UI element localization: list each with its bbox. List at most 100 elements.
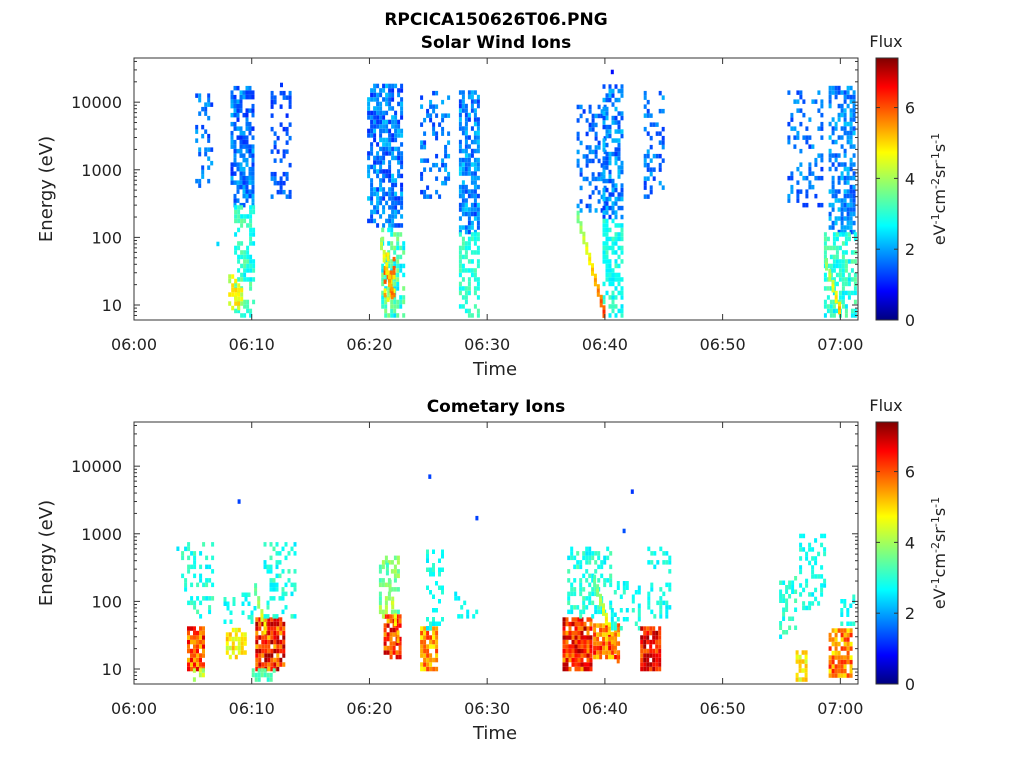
- heatmap-cell: [249, 268, 253, 273]
- heatmap-cell: [233, 180, 237, 185]
- heatmap-cell: [193, 626, 196, 631]
- heatmap-cell: [611, 281, 615, 287]
- heatmap-cell: [388, 119, 392, 125]
- heatmap-cell: [385, 218, 389, 224]
- heatmap-cell: [367, 133, 371, 138]
- heatmap-cell: [251, 668, 255, 673]
- heatmap-cell: [817, 90, 821, 95]
- heatmap-cell: [181, 573, 185, 579]
- heatmap-cell: [429, 626, 432, 631]
- heatmap-cell: [400, 83, 404, 89]
- heatmap-cell: [799, 148, 803, 154]
- heatmap-cell: [435, 653, 439, 658]
- heatmap-cell: [208, 605, 212, 610]
- heatmap-cell: [637, 590, 641, 595]
- x-axis-label: Time: [472, 359, 517, 380]
- heatmap-cell: [596, 654, 600, 660]
- heatmap-cell: [248, 189, 252, 194]
- heatmap-cell: [432, 666, 436, 672]
- heatmap-cell: [249, 254, 253, 260]
- heatmap-cell: [643, 176, 647, 181]
- x-tick-label: 07:00: [817, 335, 863, 354]
- heatmap-cell: [263, 626, 267, 631]
- heatmap-cell: [391, 191, 395, 197]
- heatmap-cell: [273, 617, 277, 622]
- heatmap-cell: [426, 635, 430, 640]
- heatmap-cell: [393, 609, 397, 615]
- heatmap-cell: [853, 299, 857, 305]
- heatmap-cell: [826, 286, 830, 291]
- heatmap-cell: [391, 604, 395, 610]
- heatmap-cell: [796, 90, 800, 95]
- heatmap-cell: [473, 207, 477, 212]
- heatmap-cell: [394, 83, 398, 89]
- heatmap-cell: [580, 617, 584, 622]
- heatmap-cell: [820, 533, 824, 539]
- heatmap-cell: [237, 259, 241, 264]
- heatmap-cell: [593, 582, 597, 588]
- heatmap-cell: [602, 178, 606, 184]
- heatmap-cell: [476, 277, 480, 282]
- heatmap-cell: [429, 621, 432, 626]
- heatmap-cell: [230, 112, 234, 118]
- heatmap-cell: [579, 609, 583, 615]
- heatmap-cell: [400, 164, 404, 170]
- heatmap-cell: [199, 662, 202, 667]
- heatmap-cell: [237, 308, 241, 314]
- heatmap-cell: [389, 632, 393, 637]
- y-tick-label: 10000: [71, 457, 122, 476]
- heatmap-cell: [390, 259, 394, 264]
- heatmap-cell: [370, 133, 374, 138]
- heatmap-cell: [389, 274, 393, 280]
- heatmap-cell: [264, 657, 268, 663]
- heatmap-cell: [454, 596, 458, 601]
- heatmap-cell: [397, 155, 401, 161]
- heatmap-cell: [586, 635, 590, 640]
- heatmap-cell: [614, 223, 618, 228]
- heatmap-cell: [243, 254, 247, 260]
- heatmap-cell: [429, 635, 433, 640]
- heatmap-cell: [470, 202, 474, 208]
- heatmap-cell: [840, 211, 844, 217]
- heatmap-cell: [231, 641, 235, 646]
- heatmap-cell: [823, 583, 827, 588]
- heatmap-cell: [787, 193, 791, 199]
- heatmap-cell: [646, 99, 650, 105]
- heatmap-cell: [571, 621, 575, 627]
- heatmap-cell: [593, 277, 597, 283]
- heatmap-cell: [470, 180, 474, 185]
- heatmap-cell: [426, 585, 429, 590]
- heatmap-cell: [378, 605, 382, 610]
- heatmap-cell: [187, 662, 190, 667]
- heatmap-cell: [843, 175, 847, 181]
- heatmap-cell: [373, 124, 377, 129]
- heatmap-cell: [831, 202, 835, 208]
- heatmap-cell: [279, 617, 283, 622]
- heatmap-cell: [233, 103, 237, 109]
- heatmap-cell: [239, 144, 243, 149]
- heatmap-cell: [257, 604, 261, 609]
- heatmap-cell: [846, 650, 850, 656]
- heatmap-cell: [429, 653, 433, 658]
- heatmap-cell: [617, 151, 621, 157]
- heatmap-cell: [243, 299, 247, 305]
- heatmap-cell: [567, 609, 571, 615]
- heatmap-cell: [367, 101, 371, 107]
- heatmap-cell: [199, 657, 202, 663]
- heatmap-cell: [464, 225, 468, 230]
- heatmap-cell: [240, 650, 244, 655]
- heatmap-cell: [591, 551, 595, 556]
- heatmap-cell: [579, 582, 583, 588]
- heatmap-cell: [393, 299, 397, 305]
- heatmap-cell: [210, 147, 214, 152]
- heatmap-cell: [190, 551, 194, 556]
- heatmap-cell: [605, 93, 609, 98]
- heatmap-cell: [811, 574, 815, 579]
- heatmap-cell: [820, 135, 824, 140]
- heatmap-cell: [473, 112, 477, 118]
- heatmap-cell: [614, 210, 618, 215]
- heatmap-cell: [276, 666, 280, 672]
- heatmap-cell: [588, 109, 592, 114]
- heatmap-cell: [196, 596, 200, 601]
- heatmap-cell: [458, 99, 462, 104]
